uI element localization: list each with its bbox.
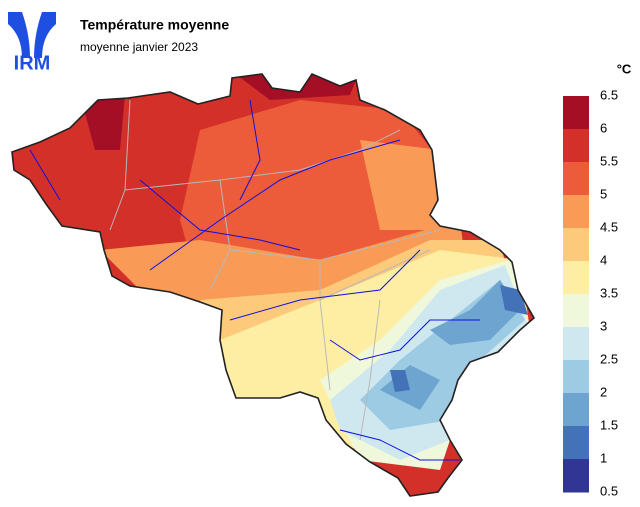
title: Température moyenne [80, 17, 229, 33]
legend: 6.5 6 5.5 5 4.5 4 3.5 3 2.5 2 1.5 1 0.5 [563, 87, 618, 498]
subtitle: moyenne janvier 2023 [80, 40, 198, 54]
legend-tick-label: 1 [600, 450, 607, 465]
borders [109, 99, 441, 441]
rivers [29, 99, 480, 461]
legend-band [563, 426, 589, 460]
legend-band [563, 459, 589, 493]
legend-tick-label: 2.5 [600, 351, 618, 366]
legend-tick-label: 1.5 [600, 417, 618, 432]
legend-band [563, 294, 589, 328]
legend-tick-label: 2 [600, 384, 607, 399]
legend-tick-label: 6.5 [600, 87, 618, 102]
legend-band [563, 327, 589, 361]
legend-tick-label: 4.5 [600, 219, 618, 234]
legend-band [563, 195, 589, 229]
legend-tick-label: 5.5 [600, 153, 618, 168]
legend-tick-label: 0.5 [600, 483, 618, 498]
legend-tick-label: 3.5 [600, 285, 618, 300]
legend-tick-label: 3 [600, 318, 607, 333]
legend-tick-label: 4 [600, 252, 607, 267]
legend-band [563, 96, 589, 130]
logo-text: IRM [14, 52, 51, 74]
logo: IRM [8, 12, 56, 74]
legend-band [563, 393, 589, 427]
legend-unit: °C [617, 61, 632, 76]
legend-band [563, 261, 589, 295]
legend-band [563, 162, 589, 196]
legend-band [563, 360, 589, 394]
legend-tick-label: 5 [600, 186, 607, 201]
legend-tick-label: 6 [600, 120, 607, 135]
legend-band [563, 129, 589, 163]
legend-band [563, 228, 589, 262]
temperature-field [12, 74, 534, 496]
